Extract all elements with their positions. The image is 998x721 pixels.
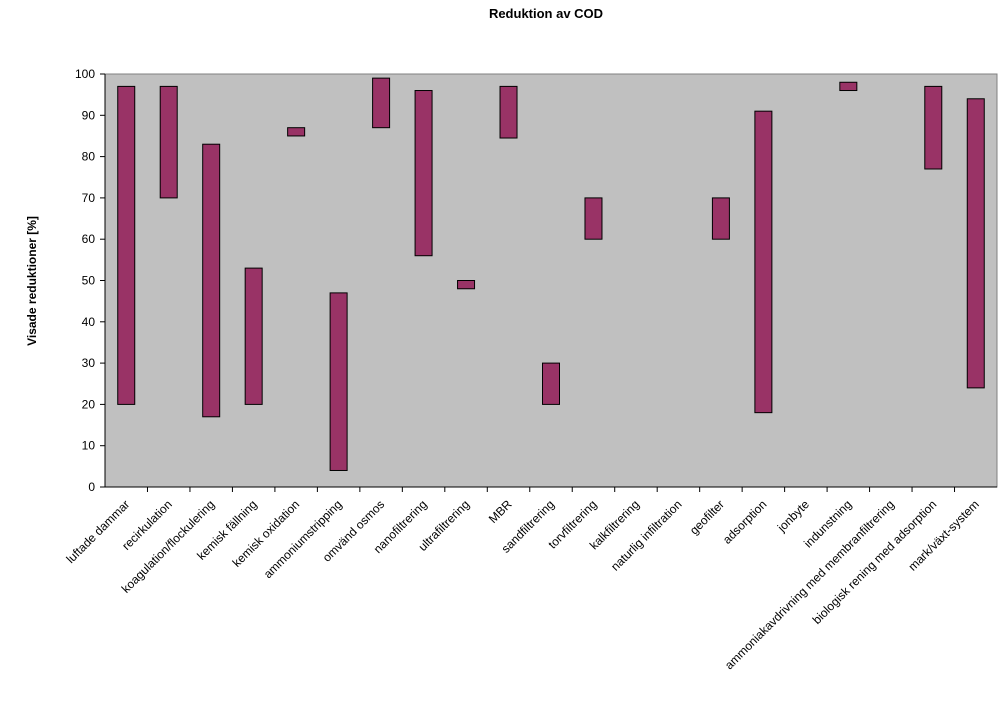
range-bar bbox=[924, 85, 943, 170]
range-bar bbox=[329, 292, 348, 471]
y-tick-label: 0 bbox=[88, 480, 95, 494]
range-bar bbox=[584, 197, 603, 240]
range-bar bbox=[159, 85, 178, 199]
y-tick-label: 10 bbox=[82, 439, 96, 453]
range-bar bbox=[839, 81, 858, 92]
y-tick-label: 80 bbox=[82, 150, 96, 164]
category-labels: luftade dammarrecirkulationkoagulation/f… bbox=[64, 497, 982, 672]
range-bar bbox=[499, 85, 518, 139]
y-tick-label: 70 bbox=[82, 191, 96, 205]
category-label: luftade dammar bbox=[64, 497, 133, 566]
y-tick-label: 40 bbox=[82, 315, 96, 329]
range-bar bbox=[287, 127, 306, 137]
plot-area bbox=[104, 73, 998, 488]
range-bar bbox=[372, 77, 391, 129]
range-bar bbox=[117, 85, 136, 405]
y-tick-label: 30 bbox=[82, 356, 96, 370]
y-tick-label: 90 bbox=[82, 108, 96, 122]
chart-title: Reduktion av COD bbox=[489, 6, 603, 21]
range-bar bbox=[457, 280, 476, 290]
bars bbox=[117, 77, 985, 471]
y-tick-label: 20 bbox=[82, 397, 96, 411]
range-bar bbox=[244, 267, 263, 405]
range-bar bbox=[966, 98, 985, 389]
axes: 0 10 20 30 40 50 60 70 80 90 100 bbox=[75, 67, 997, 494]
y-tick-label: 60 bbox=[82, 232, 96, 246]
range-bar bbox=[202, 143, 221, 418]
range-bar bbox=[754, 110, 773, 414]
range-bar bbox=[542, 362, 560, 405]
category-label: MBR bbox=[486, 497, 515, 526]
y-axis-label: Visade reduktioner [%] bbox=[25, 216, 39, 346]
category-label: ammoniumstripping bbox=[261, 497, 345, 581]
range-bar bbox=[711, 197, 730, 240]
y-tick-label: 100 bbox=[75, 67, 95, 81]
category-label: jonbyte bbox=[774, 497, 812, 535]
y-tick-label: 50 bbox=[82, 274, 96, 288]
category-label: geofilter bbox=[687, 497, 727, 537]
range-bar bbox=[414, 90, 433, 257]
category-label: adsorption bbox=[720, 497, 770, 547]
